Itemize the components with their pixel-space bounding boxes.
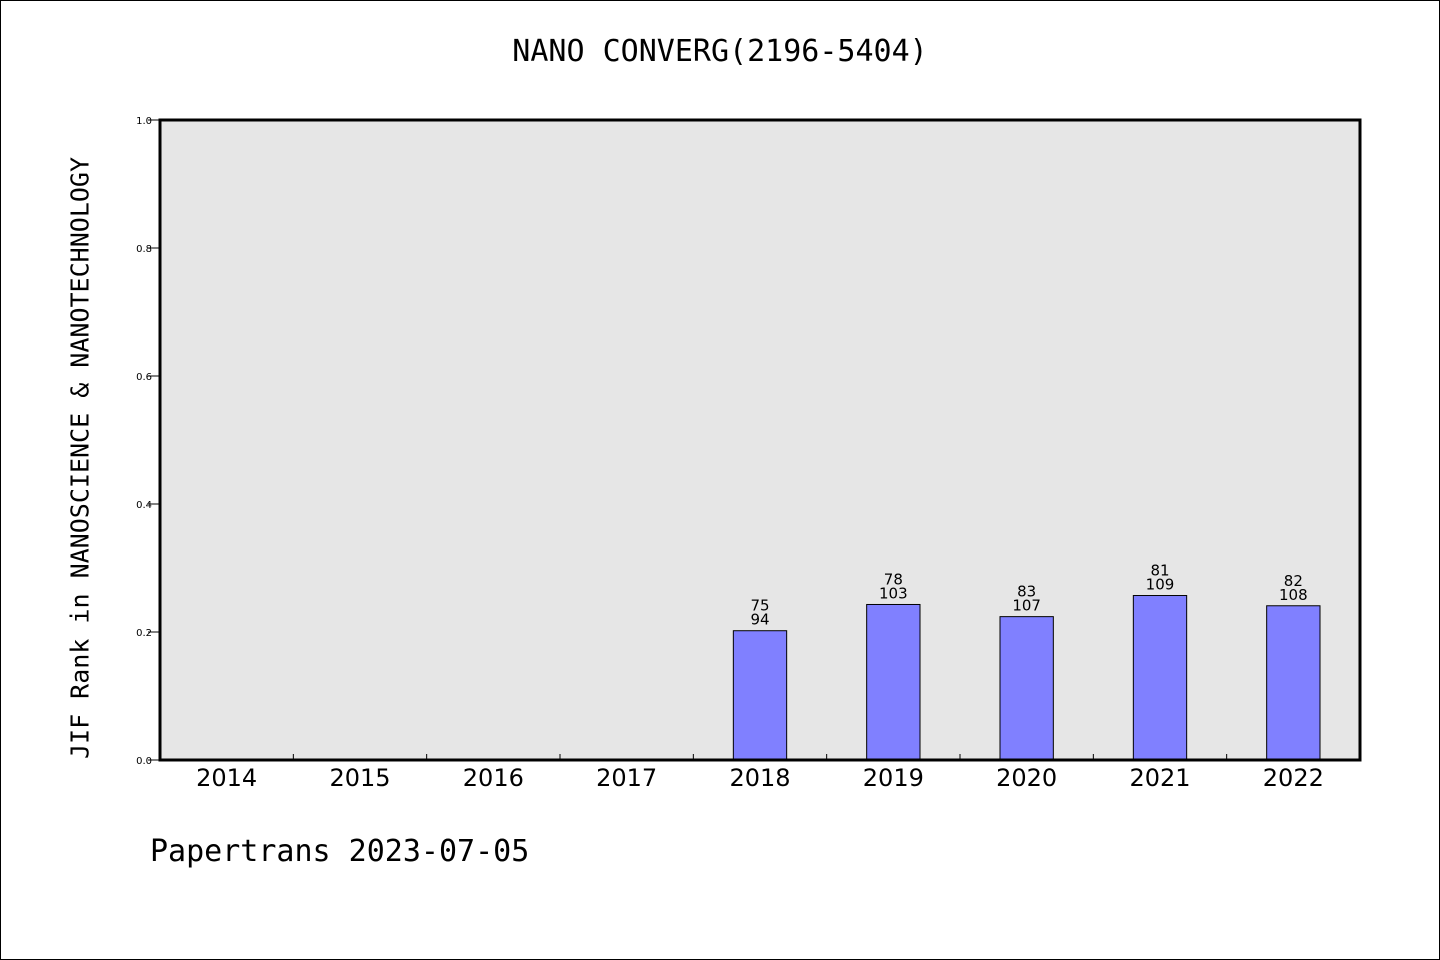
y-tick-label: 0.0 [136,756,152,767]
y-tick-label: 0.4 [136,500,152,511]
x-tick-label: 2019 [863,764,924,792]
bar-rank-label: 75 [750,597,769,615]
bar-rank-label: 83 [1017,583,1036,601]
bar [1132,595,1188,761]
bar-rank-label: 81 [1150,562,1169,580]
bar-total-label: 103 [879,584,908,602]
x-tick-label: 2020 [996,764,1057,792]
y-tick-label: 0.2 [136,628,152,639]
bar-rank-label: 82 [1284,572,1303,590]
x-tick-label: 2022 [1263,764,1324,792]
y-tick-label: 0.6 [136,372,152,383]
y-tick-label: 1.0 [136,116,152,127]
bar-total-label: 107 [1012,597,1041,615]
chart-title: NANO CONVERG(2196-5404) [512,34,928,69]
bar-total-label: 94 [750,611,769,629]
bar-total-label: 109 [1146,576,1175,594]
bar [866,603,921,761]
x-tick-label: 2016 [463,764,524,792]
bar [999,616,1054,761]
footer-credit: Papertrans 2023-07-05 [150,834,530,869]
bar [1266,605,1321,761]
plot-border [158,118,1362,762]
bar [732,630,788,761]
x-tick-label: 2017 [596,764,657,792]
x-tick-label: 2021 [1129,764,1190,792]
x-tick-label: 2015 [329,764,390,792]
bar-total-label: 108 [1279,586,1308,604]
y-tick-label: 0.8 [136,244,152,255]
bar-rank-label: 78 [884,570,903,588]
x-tick-label: 2018 [729,764,790,792]
x-tick-label: 2014 [196,764,257,792]
